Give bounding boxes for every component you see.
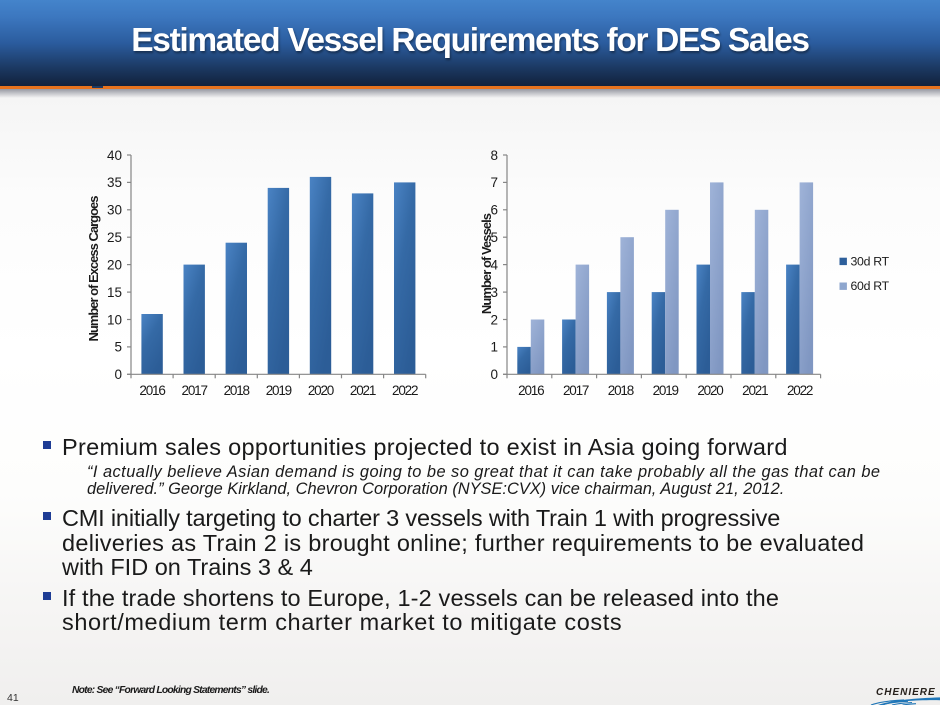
- svg-text:3: 3: [490, 285, 498, 300]
- svg-text:2018: 2018: [608, 383, 634, 398]
- svg-text:2: 2: [490, 312, 498, 327]
- svg-text:30d RT: 30d RT: [851, 254, 890, 268]
- svg-text:2022: 2022: [787, 383, 813, 398]
- svg-text:2019: 2019: [653, 383, 679, 398]
- svg-text:2021: 2021: [350, 383, 376, 398]
- svg-text:2020: 2020: [308, 383, 334, 398]
- svg-text:2018: 2018: [224, 383, 250, 398]
- svg-text:35: 35: [107, 175, 122, 190]
- svg-text:15: 15: [107, 285, 122, 300]
- svg-text:2022: 2022: [392, 383, 418, 398]
- svg-text:8: 8: [490, 148, 498, 163]
- svg-text:4: 4: [490, 257, 498, 272]
- svg-text:Number of Vessels: Number of Vessels: [479, 213, 494, 314]
- svg-text:1: 1: [490, 340, 498, 355]
- svg-text:2017: 2017: [182, 383, 208, 398]
- svg-text:6: 6: [490, 203, 498, 218]
- svg-text:60d RT: 60d RT: [851, 279, 890, 293]
- svg-text:CHENIERE: CHENIERE: [876, 687, 936, 698]
- svg-text:7: 7: [490, 175, 498, 190]
- svg-text:2016: 2016: [139, 383, 165, 398]
- svg-text:10: 10: [107, 312, 122, 327]
- svg-text:20: 20: [107, 257, 122, 272]
- svg-text:0: 0: [114, 367, 122, 382]
- svg-text:2017: 2017: [563, 383, 589, 398]
- svg-text:5: 5: [114, 340, 122, 355]
- svg-text:2020: 2020: [697, 383, 723, 398]
- svg-text:5: 5: [490, 230, 498, 245]
- svg-text:2019: 2019: [266, 383, 292, 398]
- svg-text:25: 25: [107, 230, 122, 245]
- svg-text:2021: 2021: [742, 383, 768, 398]
- svg-text:40: 40: [107, 148, 122, 163]
- svg-text:Number of Excess Cargoes: Number of Excess Cargoes: [86, 196, 101, 342]
- svg-text:30: 30: [107, 203, 122, 218]
- svg-text:0: 0: [490, 367, 498, 382]
- svg-text:2016: 2016: [518, 383, 544, 398]
